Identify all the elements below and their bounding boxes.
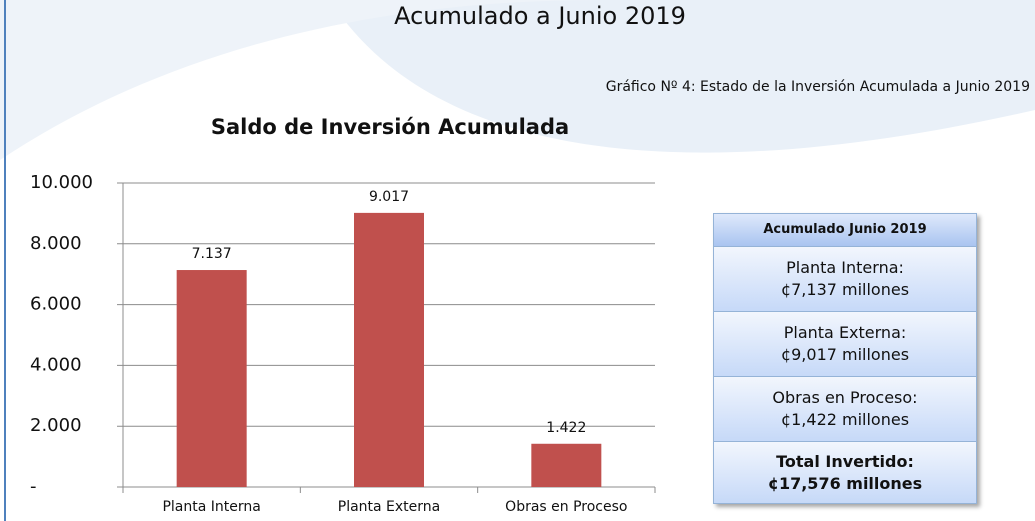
row-label: Planta Externa: <box>783 323 907 342</box>
bar <box>354 212 424 488</box>
x-tick-label: Planta Externa <box>338 499 441 515</box>
data-label: 7.137 <box>192 246 232 262</box>
summary-title: Acumulado Junio 2019 <box>714 214 976 246</box>
summary-row: Planta Externa: ¢9,017 millones <box>714 311 976 376</box>
bar <box>531 443 602 487</box>
data-label: 1.422 <box>546 420 586 436</box>
summary-row: Planta Interna: ¢7,137 millones <box>714 246 976 311</box>
row-value: ¢1,422 millones <box>780 410 910 429</box>
summary-row: Obras en Proceso: ¢1,422 millones <box>714 376 976 441</box>
row-value: ¢9,017 millones <box>780 345 910 364</box>
header: Acumulado a Junio 2019 <box>394 2 686 30</box>
summary-table: Acumulado Junio 2019 Planta Interna: ¢7,1… <box>713 213 977 504</box>
row-label: Obras en Proceso: <box>772 388 918 407</box>
summary-title-text: Acumulado Junio 2019 <box>763 222 927 237</box>
data-label: 9.017 <box>369 189 409 205</box>
chart-title: Saldo de Inversión Acumulada <box>211 115 569 139</box>
row-label: Planta Interna: <box>786 258 904 277</box>
caption: Gráfico Nº 4: Estado de la Inversión Acu… <box>606 79 1030 95</box>
decor-swoosh <box>330 0 1035 153</box>
summary-total: Total Invertido: ¢17,576 millones <box>714 441 976 503</box>
decor-swoosh <box>0 0 600 160</box>
y-tick-label: - <box>30 476 37 497</box>
total-value: ¢17,576 millones <box>767 473 923 493</box>
y-tick-label: 4.000 <box>30 354 82 375</box>
row-value: ¢7,137 millones <box>780 280 910 299</box>
bar <box>176 270 247 487</box>
y-tick-label: 6.000 <box>30 294 82 315</box>
x-tick-label: Planta Interna <box>162 499 260 515</box>
y-tick-label: 2.000 <box>30 415 82 436</box>
y-tick-label: 8.000 <box>30 233 82 254</box>
x-tick-label: Obras en Proceso <box>505 499 627 515</box>
y-tick-label: 10.000 <box>30 172 93 193</box>
total-label: Total Invertido: <box>776 451 914 471</box>
